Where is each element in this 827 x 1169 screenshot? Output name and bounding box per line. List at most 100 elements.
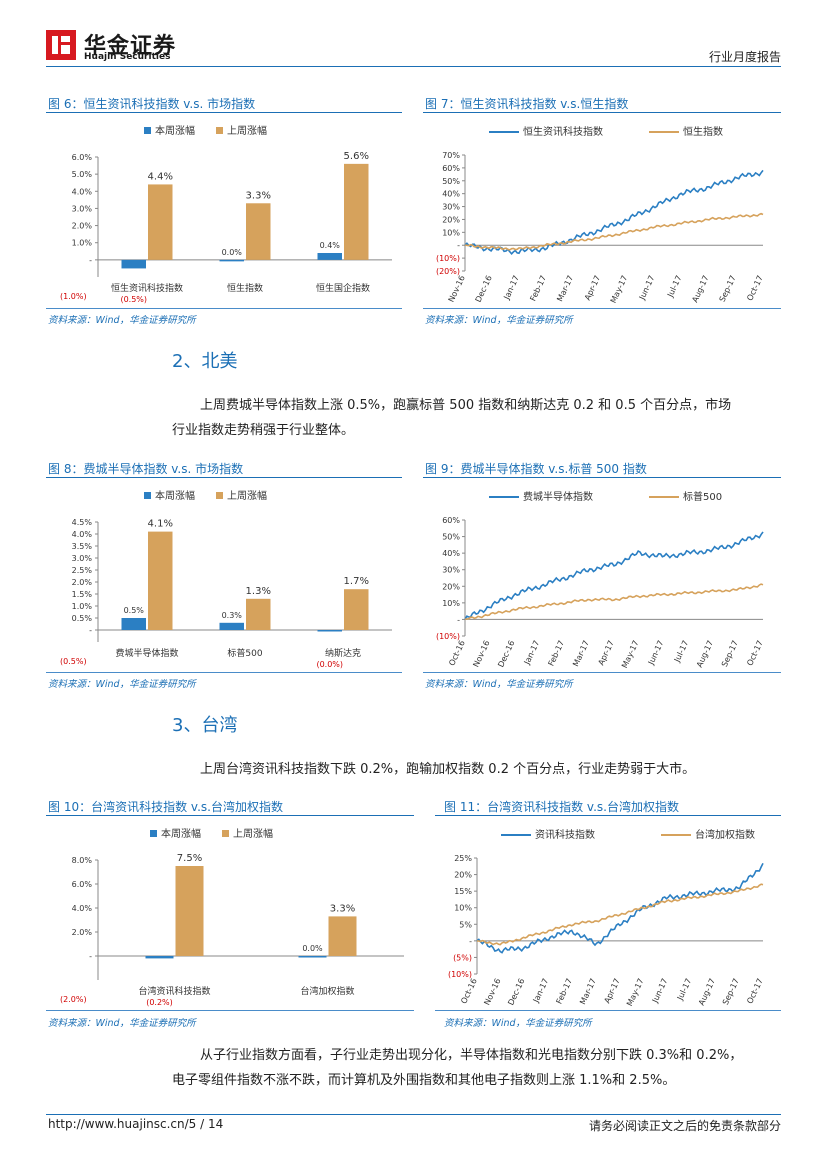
y-tick-label: 25% — [454, 854, 472, 863]
x-tick-label: Mar-17 — [555, 274, 575, 303]
x-tick-label: Nov-16 — [447, 274, 467, 304]
fig9-title-rule — [423, 477, 781, 478]
fig11-title: 图 11：台湾资讯科技指数 v.s.台湾加权指数 — [444, 800, 679, 814]
x-tick-label: Oct-17 — [745, 274, 765, 302]
y-tick-label: 1.0% — [72, 602, 93, 611]
y-tick-label: (10%) — [436, 632, 460, 641]
fig7-chart: 恒生资讯科技指数 恒生指数 (20%) (10%) - 10% 20% 30% 40% 50% 60… — [436, 125, 765, 305]
subindustry-para-line1: 从子行业指数方面看，子行业走势出现分化，半导体指数和光电指数分别下跌 0.3%和… — [200, 1048, 743, 1063]
y-tick-label: 2.0% — [72, 578, 93, 587]
x-category-label: 恒生资讯科技指数 — [111, 282, 183, 294]
bar-this-week — [317, 253, 342, 260]
x-tick-label: Apr-17 — [583, 274, 602, 302]
x-category-label: 恒生国企指数 — [316, 282, 370, 294]
x-tick-label: Jul-17 — [675, 977, 693, 1002]
y-tick-label: 0.5% — [72, 614, 93, 623]
x-tick-label: Apr-17 — [596, 639, 615, 667]
fig7-bottom-rule — [423, 308, 781, 309]
y-tick-label: 4.0% — [72, 530, 93, 539]
legend-label-last-week: 上周涨幅 — [227, 124, 267, 137]
bar-last-week — [148, 531, 173, 630]
y-tick-label: (10%) — [436, 254, 460, 263]
x-tick-label: Jul-17 — [665, 274, 683, 299]
y-tick-label: 10% — [442, 228, 460, 237]
x-tick-label: Sep-17 — [721, 977, 741, 1006]
fig8-title: 图 8：费城半导体指数 v.s. 市场指数 — [48, 462, 244, 476]
data-label: 4.1% — [148, 519, 173, 530]
y-tick-label: 2.0% — [72, 222, 93, 231]
fig9-title: 图 9：费城半导体指数 v.s.标普 500 指数 — [425, 462, 647, 476]
fig10-title-rule — [46, 815, 414, 816]
legend-label-series2: 标普500 — [683, 490, 722, 503]
legend-label-series1: 恒生资讯科技指数 — [523, 125, 603, 138]
taiwan-para-line1: 上周台湾资讯科技指数下跌 0.2%，跑输加权指数 0.2 个百分点，行业走势弱于… — [200, 762, 696, 777]
bar-last-week — [148, 184, 173, 260]
x-tick-label: Dec-16 — [506, 977, 526, 1007]
huajin-logo-icon — [46, 30, 76, 60]
x-tick-label: Oct-17 — [745, 977, 765, 1005]
legend-swatch-this-week — [144, 492, 151, 499]
y-tick-label: 6.0% — [72, 880, 93, 889]
legend-swatch-last-week — [222, 830, 229, 837]
footer-page-number: 5 / 14 — [188, 1117, 224, 1131]
x-tick-label: Jan-17 — [502, 274, 521, 302]
y-tick-label: (0.5%) — [60, 657, 87, 666]
y-tick-label: - — [89, 256, 92, 265]
y-tick-label: 4.0% — [72, 904, 93, 913]
legend-label-this-week: 本周涨幅 — [155, 124, 195, 137]
bar-this-week — [219, 259, 244, 262]
y-tick-label: 30% — [442, 203, 460, 212]
legend-label-series1: 资讯科技指数 — [535, 828, 595, 841]
y-tick-label: 4.5% — [72, 518, 93, 527]
data-label: 0.0% — [222, 248, 243, 257]
bar-this-week — [121, 618, 146, 630]
fig8-chart: 本周涨幅 上周涨幅 (0.5%) - 0.5% 1.0% 1.5% 2.0% 2.5% 3.0% 3… — [60, 489, 392, 669]
y-tick-label: 60% — [442, 164, 460, 173]
fig7-source: 资料来源：Wind，华金证券研究所 — [425, 315, 573, 326]
y-tick-label: 70% — [442, 151, 460, 160]
data-label: 7.5% — [177, 853, 202, 864]
data-label: (0.5%) — [120, 295, 147, 304]
fig9-source: 资料来源：Wind，华金证券研究所 — [425, 679, 573, 690]
x-tick-label: May-17 — [620, 639, 641, 670]
y-tick-label: 8.0% — [72, 856, 93, 865]
fig6-bottom-rule — [46, 308, 402, 309]
y-tick-label: 20% — [442, 215, 460, 224]
report-type-label: 行业月度报告 — [708, 50, 781, 64]
section-north-america-heading: 2、北美 — [172, 351, 238, 372]
series-line-1 — [464, 169, 764, 255]
footer-disclaimer: 请务必阅读正文之后的免责条款部分 — [588, 1119, 781, 1133]
x-tick-label: May-17 — [609, 274, 630, 305]
north-america-para-line1: 上周费城半导体指数上涨 0.5%，跑赢标普 500 指数和纳斯达克 0.2 和 … — [200, 398, 732, 413]
fig7-title: 图 7：恒生资讯科技指数 v.s.恒生指数 — [425, 97, 629, 111]
y-tick-label: - — [469, 937, 472, 946]
y-tick-label: 5.0% — [72, 170, 93, 179]
x-tick-label: Jul-17 — [672, 639, 690, 664]
x-tick-label: Nov-16 — [482, 977, 502, 1007]
y-tick-label: - — [457, 241, 460, 250]
bar-last-week — [246, 203, 271, 260]
legend-label-this-week: 本周涨幅 — [155, 489, 195, 502]
y-tick-label: 2.0% — [72, 928, 93, 937]
series-line-2 — [464, 583, 764, 621]
y-tick-label: 5% — [459, 920, 472, 929]
x-tick-label: Aug-17 — [697, 977, 717, 1007]
data-label: 4.4% — [148, 171, 173, 182]
y-tick-label: 20% — [454, 871, 472, 880]
fig10-title: 图 10：台湾资讯科技指数 v.s.台湾加权指数 — [48, 800, 283, 814]
y-tick-label: 15% — [454, 887, 472, 896]
fig6-chart: 本周涨幅 上周涨幅 (1.0%) - 1.0% 2.0% 3.0% 4.0% 5.0% 6.0% (… — [60, 124, 392, 304]
footer-left: http://www.huajinsc.cn/5 / 14 — [48, 1117, 223, 1131]
fig9-chart: 费城半导体指数 标普500 (10%) - 10% 20% 30% 40% 50% 60% Oct-… — [436, 490, 765, 670]
logo-english-name: Huajin Securities — [84, 52, 171, 62]
data-label: 0.5% — [124, 606, 145, 615]
logo-chinese-name: 华金证券 — [84, 34, 177, 59]
data-label: 5.6% — [344, 151, 369, 162]
fig10-source: 资料来源：Wind，华金证券研究所 — [48, 1018, 196, 1029]
subindustry-para-line2: 电子零组件指数不涨不跌，而计算机及外围指数和其他电子指数则上涨 1.1%和 2.… — [172, 1073, 676, 1088]
footer-url[interactable]: http://www.huajinsc.cn/ — [48, 1117, 189, 1131]
y-tick-label: (1.0%) — [60, 292, 87, 301]
legend-swatch-this-week — [144, 127, 151, 134]
section-taiwan-heading: 3、台湾 — [172, 715, 238, 736]
x-tick-label: Oct-16 — [447, 639, 467, 667]
